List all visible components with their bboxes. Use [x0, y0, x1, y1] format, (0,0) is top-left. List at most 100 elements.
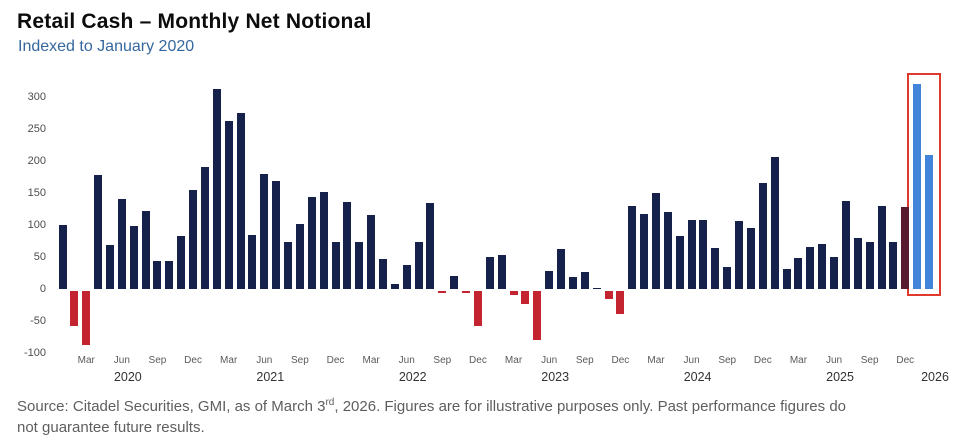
bar-2024-03 [652, 193, 660, 289]
bar-2020-01 [58, 225, 67, 289]
bar-2020-12 [189, 189, 198, 289]
ytick-50: 50 [33, 250, 46, 263]
bar-2025-03 [794, 258, 803, 289]
bar-2020-07 [129, 226, 138, 289]
xtick-2020-03: Mar [77, 355, 95, 366]
source-note-superscript: rd [325, 397, 335, 408]
xtick-2025-06: Jun [825, 355, 843, 366]
xtick-2020-06: Jun [113, 355, 130, 366]
bar-2021-07 [272, 181, 281, 289]
bar-2020-03 [82, 291, 91, 346]
ytick-100: 100 [27, 218, 46, 231]
xtick-2024-03: Mar [647, 355, 665, 366]
xtick-2021-06: Jun [256, 355, 273, 366]
xtick-2025-12: Dec [896, 355, 915, 366]
year-label-2024: 2024 [683, 370, 712, 384]
bar-2021-10 [307, 197, 316, 289]
bar-2024-05 [675, 235, 684, 289]
bar-2025-12 [901, 207, 910, 289]
xtick-2025-09: Sep [860, 355, 879, 366]
bar-2024-09 [723, 266, 732, 289]
bar-2020-09 [153, 261, 162, 289]
bar-2022-06 [402, 264, 411, 289]
ytick--100: -100 [23, 346, 46, 359]
highlight-box [907, 73, 941, 296]
bar-2020-05 [105, 245, 114, 289]
bar-2022-05 [390, 283, 399, 289]
bar-2020-08 [141, 210, 150, 289]
source-note: Source: Citadel Securities, GMI, as of M… [17, 396, 963, 438]
bar-2025-05 [818, 244, 827, 289]
source-note-continued: , 2026. Figures are for illustrative pur… [334, 398, 846, 415]
bar-2021-11 [319, 191, 328, 289]
xtick-2022-12: Dec [469, 355, 487, 366]
xtick-2021-09: Sep [290, 355, 309, 366]
bar-2026-02 [925, 154, 933, 289]
bar-2025-11 [889, 241, 898, 289]
bar-2023-06 [545, 271, 554, 289]
bar-2023-11 [604, 291, 613, 299]
xtick-2022-03: Mar [362, 355, 380, 366]
bar-2022-04 [378, 258, 387, 289]
bar-2021-09 [295, 223, 304, 289]
bar-2022-03 [367, 215, 376, 289]
bar-2020-10 [165, 261, 174, 289]
bar-2023-12 [616, 291, 625, 315]
bar-2024-08 [711, 248, 720, 289]
bar-2025-04 [806, 247, 815, 289]
ytick-0: 0 [39, 282, 46, 295]
bar-2022-12 [473, 291, 482, 326]
xtick-2025-03: Mar [789, 355, 808, 366]
bar-2021-01 [200, 167, 209, 289]
bar-2021-04 [236, 113, 245, 289]
bar-2020-06 [117, 199, 126, 289]
xtick-2020-09: Sep [148, 355, 167, 366]
bar-2023-10 [592, 287, 601, 289]
bar-2024-10 [735, 220, 744, 289]
bar-2023-04 [521, 291, 530, 304]
bar-2020-11 [177, 235, 186, 289]
bar-2021-02 [212, 89, 221, 289]
bar-2025-10 [877, 205, 886, 289]
bar-2023-07 [557, 249, 566, 289]
bar-2021-03 [224, 121, 233, 289]
xtick-2022-09: Sep [433, 355, 452, 366]
source-note-text: Source: Citadel Securities, GMI, as of M… [17, 398, 326, 415]
bar-2024-07 [699, 219, 708, 289]
bar-2023-01 [485, 257, 494, 289]
xtick-2023-09: Sep [575, 355, 594, 366]
bar-2021-12 [331, 242, 340, 289]
bar-2023-03 [509, 291, 518, 295]
bar-2026-01 [913, 84, 922, 289]
xtick-2024-06: Jun [683, 355, 700, 366]
year-label-2023: 2023 [541, 370, 570, 384]
bar-2024-06 [687, 219, 696, 289]
year-label-2026: 2026 [921, 370, 949, 384]
bar-2020-02 [70, 291, 79, 327]
bar-2022-08 [426, 202, 435, 289]
ytick-250: 250 [27, 122, 46, 135]
bar-2020-04 [94, 175, 103, 289]
bar-2022-01 [343, 201, 352, 289]
chart-title: Retail Cash – Monthly Net Notional [17, 10, 372, 33]
chart-subtitle: Indexed to January 2020 [18, 38, 195, 55]
year-label-2021: 2021 [256, 370, 285, 384]
bar-2021-08 [284, 241, 293, 289]
bar-2023-09 [580, 271, 589, 289]
bar-2022-10 [450, 276, 459, 289]
bar-2024-02 [640, 214, 649, 289]
year-label-2025: 2025 [826, 370, 854, 384]
bar-2025-01 [770, 156, 779, 289]
xtick-2024-12: Dec [753, 355, 772, 366]
bar-2024-11 [746, 228, 755, 289]
ytick--50: -50 [30, 314, 46, 327]
bar-2022-09 [438, 291, 447, 293]
xtick-2023-03: Mar [504, 355, 523, 366]
ytick-300: 300 [27, 90, 46, 103]
xtick-2024-09: Sep [718, 355, 737, 366]
bar-2025-02 [782, 268, 791, 289]
ytick-200: 200 [27, 154, 46, 167]
xtick-2023-12: Dec [611, 355, 630, 366]
bar-2025-06 [830, 257, 839, 289]
